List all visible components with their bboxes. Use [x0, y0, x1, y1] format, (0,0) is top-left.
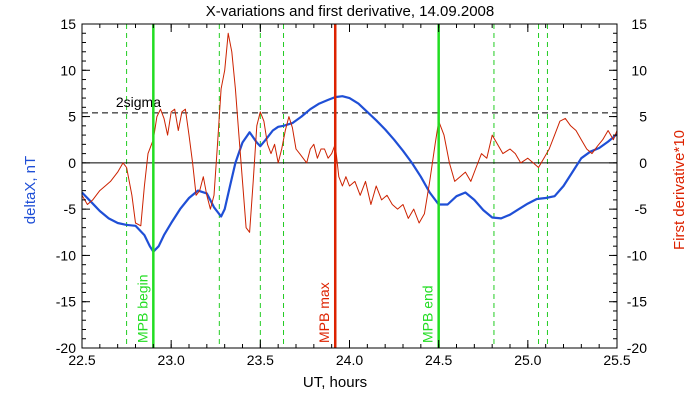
x-tick-label: 24.0	[336, 352, 363, 368]
y-tick-label-left: 15	[60, 16, 76, 32]
sigma-label: 2sigma	[116, 94, 161, 110]
y-tick-label-left: 5	[68, 109, 76, 125]
x-tick-label: 25.0	[514, 352, 541, 368]
y-axis-left-label: deltaX, nT	[22, 156, 39, 224]
y-tick-label-right: -20	[627, 340, 647, 356]
x-tick-label: 24.5	[425, 352, 452, 368]
y-tick-label-right: 5	[639, 109, 647, 125]
axes: 22.5 23.0 23.5 24.0 24.5 25.0 25.5-20 -20-15 -15…	[56, 16, 647, 368]
y-tick-label-right: 15	[631, 16, 647, 32]
plot-area: 2sigma MPB begin MPB max MPB end	[81, 24, 618, 348]
x-axis-label: UT, hours	[303, 374, 367, 391]
y-tick-label-right: -5	[635, 201, 648, 217]
y-axis-right-label: First derivative*10	[671, 130, 688, 250]
y-tick-label-left: -10	[56, 247, 76, 263]
y-tick-label-right: -10	[627, 247, 647, 263]
marker-label-mpb-end: MPB end	[420, 285, 436, 343]
y-tick-label-left: -15	[56, 294, 76, 310]
series-derivative-line	[81, 32, 618, 233]
x-tick-label: 22.5	[68, 352, 95, 368]
chart-title: X-variations and first derivative, 14.09…	[206, 3, 495, 20]
y-tick-label-right: -15	[627, 294, 647, 310]
marker-label-mpb-begin: MPB begin	[134, 275, 150, 343]
x-tick-label: 23.5	[247, 352, 274, 368]
series-deltax-line	[81, 95, 618, 253]
x-tick-label: 23.0	[158, 352, 185, 368]
marker-label-mpb-max: MPB max	[316, 282, 332, 343]
y-tick-label-left: -5	[64, 201, 77, 217]
y-tick-label-left: -20	[56, 340, 76, 356]
y-tick-label-right: 10	[631, 62, 647, 78]
y-tick-label-left: 0	[68, 155, 76, 171]
y-tick-label-right: 0	[639, 155, 647, 171]
y-tick-label-left: 10	[60, 62, 76, 78]
x-tick-label: 25.5	[603, 352, 630, 368]
